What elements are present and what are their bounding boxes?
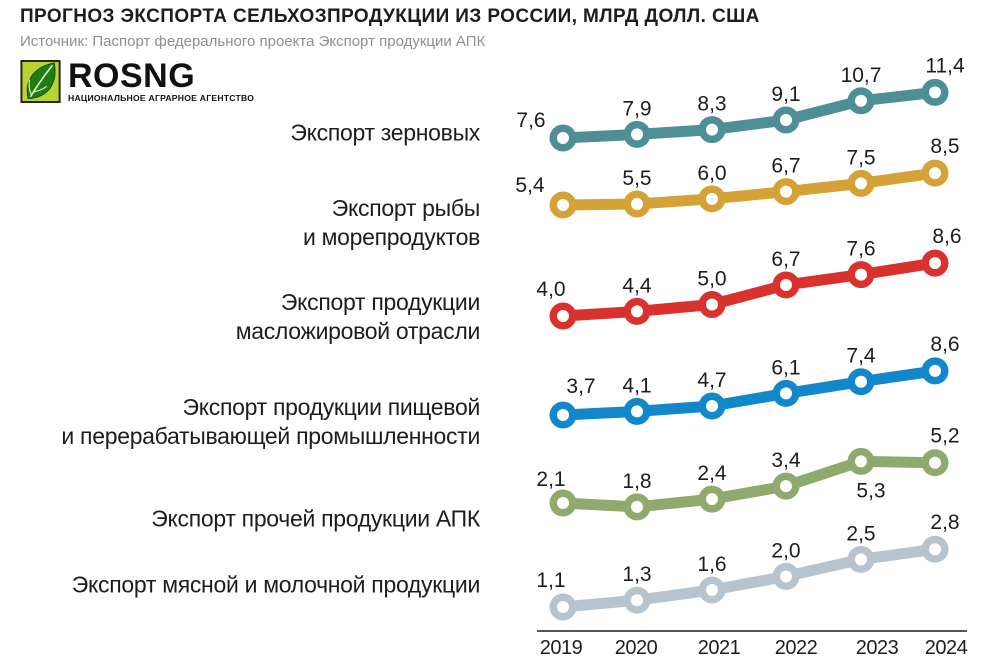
value-label: 5,2 (930, 425, 959, 448)
rosng-logo: ROSNG НАЦИОНАЛЬНОЕ АГРАРНОЕ АГЕНТСТВО (20, 58, 254, 105)
value-label: 3,4 (771, 449, 801, 472)
data-point-hole (557, 601, 569, 613)
value-label: 6,7 (771, 248, 800, 271)
x-axis-year: 2020 (615, 637, 658, 659)
data-point-hole (929, 456, 941, 469)
value-label: 10,7 (841, 64, 882, 87)
value-label: 4,0 (536, 278, 565, 301)
data-point-hole (706, 400, 718, 412)
value-label: 7,5 (846, 146, 875, 169)
value-label: 1,3 (622, 563, 651, 586)
value-label: 6,0 (697, 162, 726, 185)
value-label: 8,5 (930, 135, 959, 158)
value-label: 1,6 (697, 553, 726, 576)
series-label-meat: Экспорт мясной и молочной продукции (71, 571, 481, 598)
data-point-hole (855, 375, 867, 388)
x-axis-year: 2024 (925, 637, 968, 659)
data-point-hole (780, 185, 792, 198)
data-point-hole (557, 310, 569, 322)
value-label: 6,7 (771, 155, 800, 178)
value-label: 5,3 (856, 479, 885, 502)
data-point-hole (706, 493, 718, 506)
logo-name: ROSNG (68, 57, 196, 95)
value-label: 4,7 (697, 369, 726, 392)
series-label-oils: Экспорт продукции масложировой отрасли (235, 289, 481, 344)
value-label: 9,1 (771, 83, 800, 106)
data-point-hole (706, 192, 718, 205)
value-label: 5,4 (515, 174, 545, 197)
logo-text: ROSNG НАЦИОНАЛЬНОЕ АГРАРНОЕ АГЕНТСТВО (68, 58, 254, 103)
series-line-food (557, 365, 941, 421)
data-point-hole (855, 455, 867, 468)
series-label-other: Экспорт прочей продукции АПК (151, 505, 480, 532)
data-point-hole (780, 278, 792, 291)
data-point-hole (706, 584, 718, 596)
data-point-hole (631, 500, 643, 513)
data-point-hole (631, 405, 643, 418)
data-point-hole (929, 257, 941, 270)
data-point-hole (929, 86, 941, 99)
data-point-hole (855, 177, 867, 190)
data-point-hole (780, 480, 792, 493)
series-label-fish: Экспорт рыбы и морепродуктов (303, 195, 480, 250)
value-label: 4,4 (622, 274, 652, 297)
x-axis-year: 2022 (775, 637, 818, 659)
chart-title: ПРОГНОЗ ЭКСПОРТА СЕЛЬХОЗПРОДУКЦИИ ИЗ РОС… (20, 6, 760, 27)
value-label: 2,1 (536, 468, 565, 491)
value-label: 2,8 (930, 511, 959, 534)
value-label: 11,4 (925, 54, 965, 77)
value-label: 4,1 (622, 374, 651, 397)
x-axis-year: 2019 (540, 637, 583, 659)
x-axis-year: 2023 (856, 637, 899, 659)
series-line-oils (557, 257, 941, 322)
value-label: 6,1 (771, 356, 800, 379)
data-point-hole (855, 268, 867, 281)
data-point-hole (631, 128, 643, 141)
value-label: 2,0 (771, 539, 800, 562)
data-point-hole (929, 543, 941, 556)
data-point-hole (557, 409, 569, 421)
series-label-food: Экспорт продукции пищевой и перерабатываю… (61, 394, 480, 449)
data-point-hole (780, 114, 792, 126)
value-label: 8,6 (932, 225, 961, 248)
data-point-hole (557, 132, 569, 144)
value-label: 7,9 (622, 97, 651, 120)
value-label: 5,0 (697, 268, 726, 291)
data-point-hole (631, 305, 643, 318)
value-label: 7,6 (846, 238, 875, 261)
data-point-hole (929, 167, 941, 180)
series-line-fish (557, 167, 941, 211)
source-note: Источник: Паспорт федерального проекта Э… (20, 33, 486, 50)
value-label: 1,8 (622, 470, 651, 493)
value-label: 7,4 (846, 345, 876, 368)
x-axis-year: 2021 (698, 637, 741, 659)
value-label: 2,5 (846, 522, 875, 545)
value-label: 8,3 (697, 93, 726, 116)
data-point-hole (780, 387, 792, 400)
data-point-hole (706, 123, 718, 136)
leaf-icon (20, 60, 61, 103)
value-label: 5,5 (622, 167, 651, 190)
data-point-hole (706, 298, 718, 311)
series-line-grain (557, 86, 941, 144)
data-point-hole (855, 553, 867, 566)
value-label: 8,6 (930, 333, 959, 356)
data-point-hole (929, 364, 941, 377)
value-label: 3,7 (566, 375, 595, 398)
value-label: 2,4 (697, 462, 727, 485)
data-point-hole (631, 594, 643, 607)
data-point-hole (780, 570, 792, 583)
value-label: 7,6 (516, 109, 545, 132)
logo-tagline: НАЦИОНАЛЬНОЕ АГРАРНОЕ АГЕНТСТВО (68, 93, 255, 103)
data-point-hole (631, 197, 643, 210)
series-label-grain: Экспорт зерновых (290, 119, 480, 146)
value-label: 1,1 (536, 569, 565, 592)
data-point-hole (557, 497, 569, 509)
series-line-meat (557, 543, 941, 613)
data-point-hole (855, 94, 867, 107)
data-point-hole (557, 199, 569, 211)
